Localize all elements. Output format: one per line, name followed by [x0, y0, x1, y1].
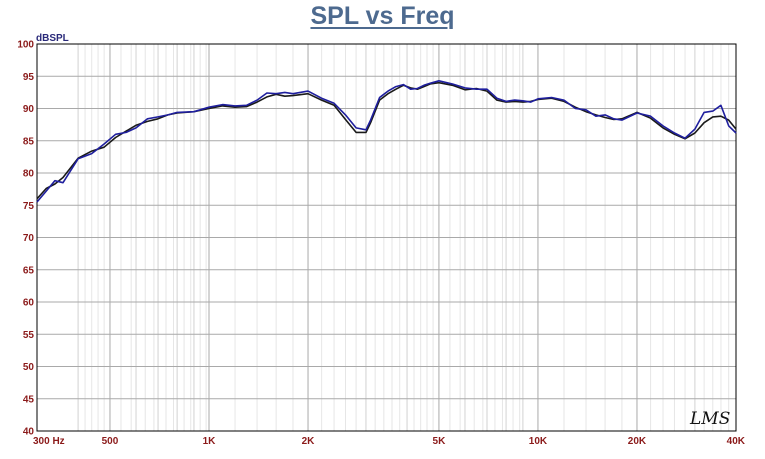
series-line-2 [36, 80, 737, 203]
y-tick-label: 60 [23, 298, 35, 309]
x-tick-label: 40K [727, 436, 746, 447]
y-tick-label: 50 [23, 362, 35, 373]
plot-frame [36, 43, 737, 432]
y-tick-label: 55 [23, 330, 35, 341]
y-axis-label: dBSPL [36, 33, 69, 44]
major-grid [37, 43, 736, 432]
x-tick-label: 5K [433, 436, 447, 447]
x-axis-ticks: 300 Hz 500 1K 2K 5K 10K 20K 40K [33, 436, 746, 447]
y-tick-label: 65 [23, 265, 35, 276]
y-tick-label: 95 [23, 72, 35, 83]
x-tick-label: 2K [302, 436, 316, 447]
y-tick-label: 80 [23, 169, 35, 180]
y-tick-label: 45 [23, 394, 35, 405]
y-tick-label: 85 [23, 136, 35, 147]
x-tick-label: 20K [628, 436, 647, 447]
x-tick-label: 300 Hz [33, 436, 65, 447]
y-tick-label: 75 [23, 201, 35, 212]
x-tick-label: 1K [203, 436, 217, 447]
y-axis-ticks: 40 45 50 55 60 65 70 75 80 85 90 95 100 [17, 40, 34, 438]
y-tick-label: 100 [17, 40, 34, 51]
x-tick-label: 500 [102, 436, 119, 447]
series-layer [36, 80, 737, 203]
y-tick-label: 70 [23, 233, 35, 244]
y-tick-label: 40 [23, 427, 35, 438]
x-tick-label: 10K [529, 436, 548, 447]
lms-logo: LMS [689, 409, 730, 429]
y-tick-label: 90 [23, 104, 35, 115]
chart-title: SPL vs Freq [310, 2, 455, 30]
